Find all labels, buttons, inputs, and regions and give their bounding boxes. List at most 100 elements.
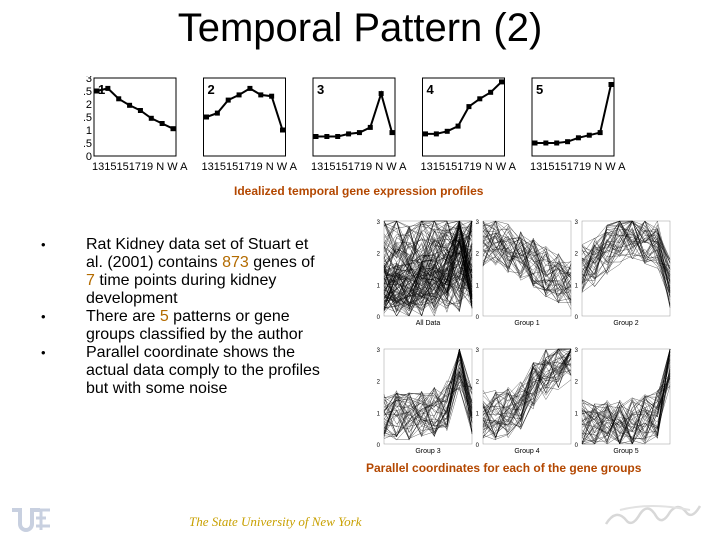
data-point: [608, 82, 614, 87]
panel-label: Group 3: [415, 448, 440, 455]
parallel-line: [581, 348, 671, 445]
profile-panel-2: 2 1315151719 N W A: [202, 77, 298, 173]
bullet-3-text: Parallel coordinate shows the actual dat…: [86, 344, 320, 397]
parallel-line: [482, 350, 572, 426]
parallel-line: [383, 378, 473, 428]
parallel-line: [383, 233, 473, 309]
parallel-line: [581, 351, 671, 439]
parallel-line: [581, 371, 671, 445]
parallel-line: [383, 241, 473, 289]
y-tick-label: 2: [476, 252, 480, 258]
data-point: [356, 130, 362, 136]
y-tick-label: 1: [476, 411, 480, 417]
panel-frame: [581, 220, 671, 317]
pattern-count: 5: [159, 308, 169, 325]
data-point: [335, 134, 341, 139]
parallel-line: [482, 235, 572, 286]
parallel-line: [383, 231, 473, 311]
data-point: [225, 97, 231, 103]
parallel-line: [581, 372, 671, 444]
panel-label: Group 1: [514, 320, 539, 327]
y-tick-label: 1: [377, 283, 381, 289]
parallel-line: [581, 220, 671, 272]
parallel-line: [581, 220, 671, 281]
panel-label: 5: [536, 82, 543, 97]
data-point: [423, 131, 428, 137]
parallel-line: [581, 229, 671, 288]
panel-label: 2: [208, 82, 215, 97]
parallel-line: [383, 243, 473, 307]
parallel-line: [482, 247, 572, 294]
parallel-line: [482, 239, 572, 281]
parallel-line: [581, 352, 671, 445]
y-tick-label: 3: [476, 348, 480, 354]
parallel-line: [383, 381, 473, 420]
parallel-panel-5: 0 1 2 3 Group 4: [476, 348, 572, 455]
bullet-2: There are 5 patterns or gene groups clas…: [36, 308, 326, 344]
panel-frame: [422, 77, 505, 157]
y-tick-label: 0: [476, 315, 480, 321]
parallel-line: [581, 231, 671, 297]
parallel-line: [482, 357, 572, 428]
parallel-line: [383, 220, 473, 286]
x-tick-labels: 1315151719 N W A: [530, 161, 626, 173]
panel-frame: [383, 348, 473, 445]
parallel-line: [482, 220, 572, 274]
y-tick-label: 0: [377, 443, 381, 449]
bullet-2-text-a: There are: [86, 308, 160, 325]
parallel-panel-2: 0 1 2 3 Group 1: [476, 220, 572, 327]
panel-label: Group 4: [514, 448, 539, 455]
panel-frame: [203, 77, 286, 157]
profile-panel-5: 5 1315151719 N W A: [530, 77, 626, 173]
parallel-line: [383, 220, 473, 294]
university-logo: [12, 508, 50, 532]
bullet-list: Rat Kidney data set of Stuart et al. (20…: [36, 236, 326, 398]
y-tick-label: 1: [575, 283, 579, 289]
data-point: [159, 121, 165, 126]
y-tick-label: 3: [575, 348, 579, 354]
time-point-count: 7: [86, 272, 95, 289]
parallel-line: [383, 225, 473, 286]
parallel-line: [383, 352, 473, 424]
parallel-line: [383, 374, 473, 440]
parallel-line: [482, 235, 572, 294]
parallel-line: [383, 358, 473, 415]
bullet-3: Parallel coordinate shows the actual dat…: [36, 344, 326, 398]
parallel-line: [383, 221, 473, 309]
parallel-line: [383, 381, 473, 438]
parallel-line: [482, 238, 572, 306]
y-tick-label: 3: [86, 76, 92, 85]
parallel-line: [581, 229, 671, 290]
parallel-line: [482, 239, 572, 292]
data-point: [247, 85, 253, 91]
data-point: [477, 96, 483, 102]
parallel-line: [383, 220, 473, 312]
parallel-line: [482, 220, 572, 292]
data-point: [204, 114, 209, 120]
parallel-caption: Parallel coordinates for each of the gen…: [366, 461, 642, 475]
parallel-line: [581, 228, 671, 293]
panel-frame: [531, 77, 615, 157]
parallel-line: [482, 220, 572, 303]
y-tick-label: 3: [377, 220, 381, 226]
y-tick-label: 0: [86, 151, 92, 163]
parallel-line: [383, 229, 473, 290]
parallel-line: [482, 357, 572, 426]
x-tick-labels: 1315151719 N W A: [311, 161, 407, 173]
data-point: [586, 132, 592, 138]
parallel-line: [383, 223, 473, 308]
data-point: [378, 91, 384, 97]
parallel-line: [581, 355, 671, 445]
parallel-line: [383, 221, 473, 277]
parallel-line: [383, 253, 473, 317]
parallel-line: [581, 375, 671, 445]
parallel-coordinate-charts: 0 1 2 3 All Data 0 1 2 3 Group 1 0 1 2 3 Group 2 0 1 2 3 Gr…: [377, 220, 671, 455]
parallel-line: [482, 231, 572, 303]
y-tick-label: 1: [86, 125, 92, 137]
parallel-line: [482, 224, 572, 287]
parallel-line: [383, 254, 473, 309]
parallel-line: [383, 220, 473, 295]
panel-frame: [581, 348, 671, 445]
series-line: [425, 81, 503, 135]
